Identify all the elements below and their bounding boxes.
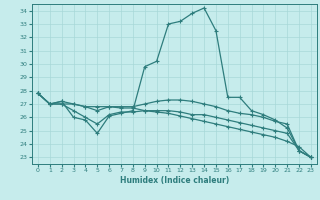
X-axis label: Humidex (Indice chaleur): Humidex (Indice chaleur) xyxy=(120,176,229,185)
